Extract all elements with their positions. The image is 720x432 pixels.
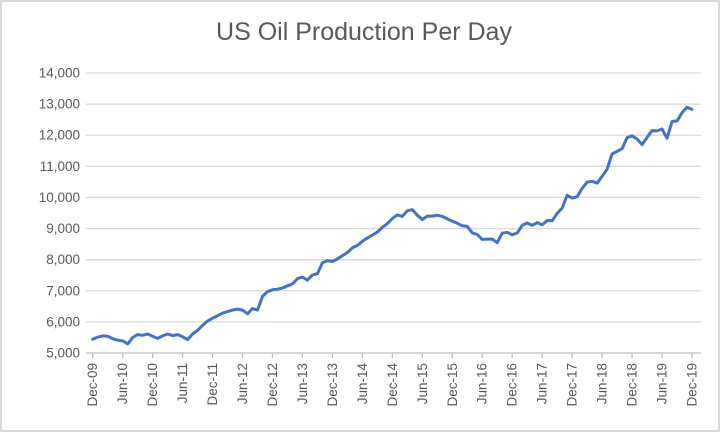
x-axis-tick-label: Jun-16 [475, 363, 490, 404]
x-axis-tick-label: Dec-17 [565, 363, 580, 407]
x-axis-tick-label: Dec-16 [505, 363, 520, 407]
x-axis-tick-label: Jun-17 [535, 363, 550, 404]
y-axis-tick-label: 6,000 [46, 314, 80, 329]
y-axis-tick-label: 13,000 [39, 97, 80, 112]
x-axis-tick-label: Jun-14 [355, 363, 370, 405]
y-axis-tick-label: 5,000 [46, 346, 80, 361]
x-axis-tick-label: Dec-10 [145, 363, 160, 407]
x-axis-tick-label: Dec-13 [325, 363, 340, 407]
x-axis-tick-label: Dec-09 [85, 363, 100, 407]
x-axis-tick-label: Dec-12 [265, 363, 280, 407]
x-axis-tick-label: Dec-11 [205, 363, 220, 406]
x-axis-tick-label: Dec-18 [625, 363, 640, 407]
production-line-series [91, 105, 694, 346]
x-axis-tick-label: Jun-19 [655, 363, 670, 404]
x-axis-tick-label: Jun-12 [235, 363, 250, 404]
x-axis-tick-label: Dec-15 [445, 363, 460, 407]
y-axis-tick-label: 14,000 [39, 66, 80, 81]
x-axis-tick-label: Dec-14 [385, 363, 400, 407]
y-axis-tick-label: 12,000 [39, 128, 80, 143]
y-axis-tick-label: 9,000 [46, 221, 80, 236]
y-axis-tick-label: 10,000 [39, 190, 80, 205]
x-axis-tick-label: Jun-18 [595, 363, 610, 404]
y-axis-tick-label: 11,000 [40, 159, 80, 174]
x-axis-tick-label: Jun-15 [415, 363, 430, 404]
y-axis-tick-label: 8,000 [46, 252, 80, 267]
x-axis-tick-label: Dec-19 [685, 363, 700, 407]
x-axis-tick-label: Jun-13 [295, 363, 310, 404]
x-axis-tick-label: Jun-10 [115, 363, 130, 404]
plot-area: 5,000 6,000 7,000 8,000 9,000 10,000 11,000 12,… [39, 66, 701, 407]
y-axis-tick-label: 7,000 [46, 283, 80, 298]
chart-title: US Oil Production Per Day [216, 18, 512, 46]
x-axis-tick-label: Jun-11 [175, 363, 190, 403]
